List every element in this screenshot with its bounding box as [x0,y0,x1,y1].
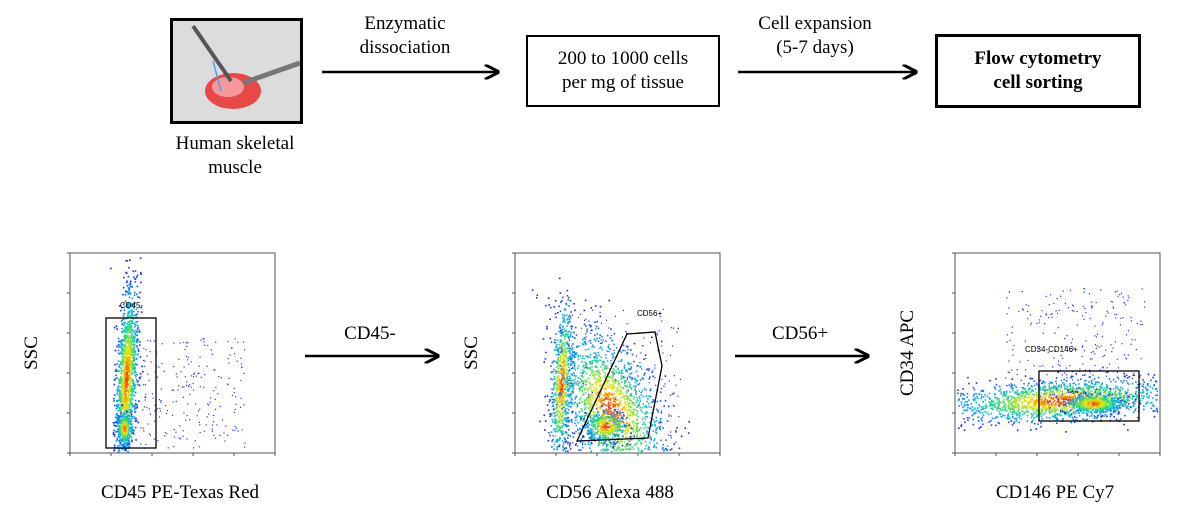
plot-frame [69,252,276,454]
plot1-xlabel: CD45 PE-Texas Red [100,482,260,503]
plot2-ylabel: SSC [461,336,482,370]
flow-plot-cd146: CD34-CD146+ [952,252,1161,456]
gate-cd34-cd146 [1038,370,1140,422]
plot2-xlabel: CD56 Alexa 488 [546,482,674,503]
gate-label-cd146: CD34-CD146+ [1025,345,1078,354]
step-label-dissociation: Enzymatic dissociation [359,13,451,58]
plot3-ylabel: CD34 APC [897,309,918,397]
gate-label-cd45: CD45- [120,301,143,310]
flow-plot-cd56: CD56+ [512,252,721,456]
arrow-label-cd56: CD56+ [771,323,829,344]
photo-caption: Human skeletal muscle [175,133,295,178]
plot1-ylabel: SSC [21,336,42,370]
flow-plot-cd45: CD45- [67,252,276,456]
step-label-expansion: Cell expansion (5-7 days) [758,13,872,58]
plot3-xlabel: CD146 PE Cy7 [995,482,1115,503]
gate-label-cd56: CD56+ [637,309,662,318]
muscle-photo [170,18,303,124]
muscle-photo-drawing [173,21,300,121]
gate-cd56-pos [575,331,663,442]
facs-box: Flow cytometry cell sorting [935,34,1141,108]
cell-yield-box: 200 to 1000 cells per mg of tissue [526,35,720,107]
gate-cd45-neg [105,317,157,449]
arrow-label-cd45: CD45- [344,323,396,344]
